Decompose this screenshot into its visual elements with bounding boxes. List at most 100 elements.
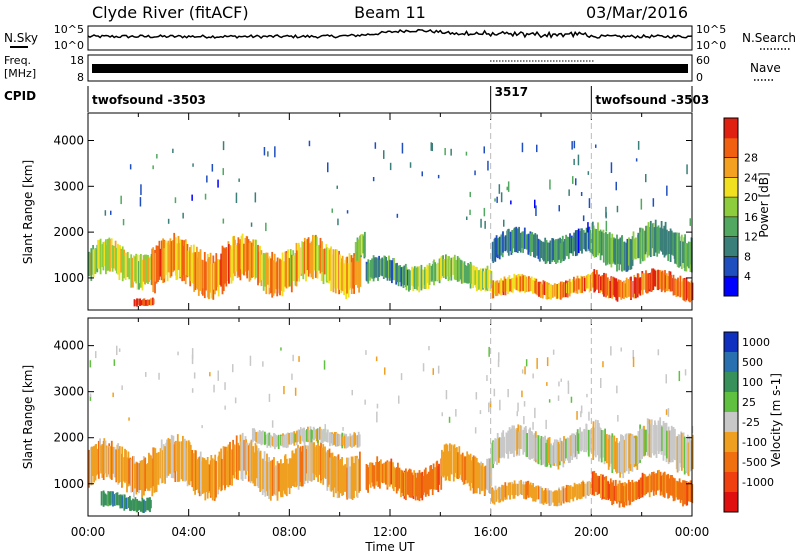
data-cell [504,235,507,252]
data-cell [441,449,443,477]
data-cell [608,483,611,499]
data-cell [327,162,329,173]
data-cell [621,482,624,507]
data-cell [611,233,614,264]
data-cell [227,444,230,487]
data-cell [375,356,378,362]
data-cell [580,192,583,196]
data-cell [567,237,570,259]
data-cell [561,281,564,299]
data-cell [304,445,307,481]
data-cell [631,434,634,472]
data-cell [88,449,90,488]
data-cell [542,280,545,295]
data-cell [123,494,126,510]
data-cell [636,436,639,470]
data-cell [509,429,512,454]
data-cell [217,259,220,297]
data-cell [621,235,623,272]
data-cell [678,478,681,500]
data-cell [164,240,167,275]
colorbar-swatch [724,392,738,413]
data-cell [498,486,500,503]
data-cell [93,445,95,483]
data-cell [264,434,267,444]
data-cell [684,279,687,302]
data-cell [222,446,225,486]
freq-label-line2: [MHz] [4,67,36,80]
data-cell [274,262,277,290]
colorbar-tick-label: 1000 [742,336,770,349]
data-cell [396,262,398,283]
data-cell [105,245,108,271]
data-cell [676,235,679,268]
data-cell [608,232,611,265]
data-cell [655,425,658,458]
data-cell [632,356,635,367]
data-cell [479,410,482,415]
data-cell [605,273,607,298]
data-cell [632,483,635,502]
data-cell [675,279,678,297]
data-cell [683,278,686,301]
data-cell [677,434,680,471]
data-cell [265,222,267,232]
colorbar-swatch [724,216,738,238]
data-cell [588,274,591,293]
data-cell [568,485,571,503]
data-cell [120,248,123,273]
data-cell [381,463,384,484]
data-cell [599,428,602,458]
data-cell [634,277,636,294]
data-cell [539,240,541,262]
data-cell [511,277,514,293]
data-cell [438,463,440,485]
colorbar-frame [723,117,739,297]
data-cell [625,242,628,272]
data-cell [475,392,478,400]
data-cell [470,460,473,483]
data-cell [169,439,171,474]
data-cell [689,218,691,226]
data-cell [560,440,563,462]
nsky-tick-top: 10^5 [54,23,84,36]
data-cell [104,210,107,216]
data-cell [296,250,298,282]
data-cell [272,436,274,447]
data-cell [314,429,317,439]
data-cell [589,229,592,253]
data-cell [459,454,461,475]
y-tick-label: 4000 [53,339,84,353]
beam-title: Beam 11 [354,3,426,22]
data-cell [621,434,623,474]
freq-tick-top: 18 [70,54,84,67]
data-cell [649,220,652,257]
data-cell [475,458,478,494]
data-cell [525,429,527,457]
data-cell [172,148,174,153]
data-cell [519,232,522,253]
data-cell [345,433,348,449]
data-cell [284,251,287,287]
data-cell [375,257,378,278]
data-cell [119,494,122,509]
data-cell [331,452,334,491]
data-cell [582,482,585,497]
data-cell [302,242,305,280]
data-cell [493,490,496,505]
data-cell [658,227,660,254]
data-cell [436,460,439,489]
data-cell [507,277,509,295]
data-cell [495,280,498,296]
data-cell [96,448,99,475]
data-cell [109,491,112,506]
data-cell [584,277,586,292]
data-cell [468,455,471,487]
data-cell [462,455,465,485]
data-cell [293,453,296,488]
data-cell [487,269,490,289]
data-cell [490,457,493,487]
data-cell [508,427,511,452]
data-cell [220,253,223,287]
data-cell [522,231,525,250]
